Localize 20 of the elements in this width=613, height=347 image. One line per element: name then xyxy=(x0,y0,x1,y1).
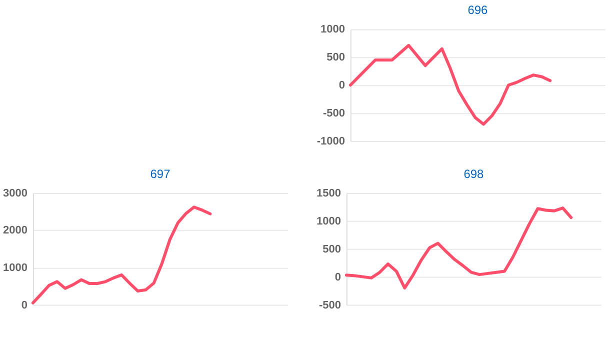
y-tick-label: -500 xyxy=(318,299,341,312)
line-series xyxy=(348,44,552,126)
y-tick-label: 1000 xyxy=(3,262,28,274)
line-series xyxy=(31,206,212,304)
y-tick-label: -1000 xyxy=(316,136,345,148)
chart-title: 698 xyxy=(464,166,484,181)
y-tick-label: 1000 xyxy=(320,24,345,36)
y-tick-label: 3000 xyxy=(3,187,28,200)
y-tick-label: 0 xyxy=(338,80,345,92)
y-tick-label: 2000 xyxy=(3,224,28,237)
y-tick-label: 0 xyxy=(334,271,341,284)
y-tick-label: 1500 xyxy=(316,187,341,200)
chart-title: 697 xyxy=(150,166,171,181)
y-tick-label: 500 xyxy=(322,243,341,256)
y-tick-label: 1000 xyxy=(316,215,341,228)
chart-title: 696 xyxy=(468,3,488,18)
y-tick-label: 0 xyxy=(21,299,28,312)
line-series xyxy=(344,206,573,290)
y-tick-label: -500 xyxy=(322,108,345,120)
y-tick-label: 500 xyxy=(326,52,345,64)
